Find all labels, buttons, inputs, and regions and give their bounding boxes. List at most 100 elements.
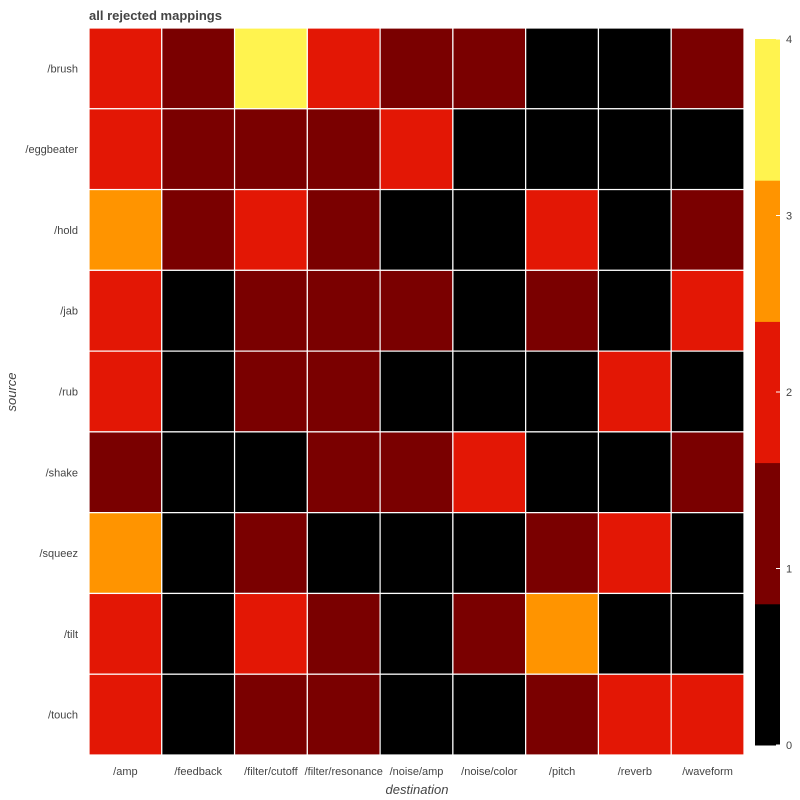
heatmap-cell <box>670 350 745 433</box>
heatmap-cell <box>452 269 527 352</box>
heatmap-cell <box>161 350 236 433</box>
heatmap-cell <box>452 350 527 433</box>
x-tick-label: /amp <box>113 766 137 778</box>
heatmap-cell <box>88 592 163 675</box>
heatmap-cell <box>670 673 745 756</box>
heatmap-cell <box>597 108 672 191</box>
heatmap-cell <box>525 188 600 271</box>
x-tick-label: /noise/amp <box>390 766 444 778</box>
heatmap-cell <box>597 188 672 271</box>
heatmap-cell <box>161 673 236 756</box>
heatmap-cell <box>161 108 236 191</box>
colorbar-tick-label: 2 <box>786 387 792 399</box>
heatmap-cell <box>379 431 454 514</box>
heatmap-cell <box>597 269 672 352</box>
heatmap-cell <box>233 269 308 352</box>
heatmap-cell <box>597 592 672 675</box>
heatmap-cell <box>161 512 236 595</box>
y-tick-label: /brush <box>47 63 78 75</box>
heatmap-cell <box>379 673 454 756</box>
heatmap-cell <box>670 108 745 191</box>
heatmap-cell <box>597 673 672 756</box>
heatmap-cell <box>306 673 381 756</box>
heatmap-cell <box>670 512 745 595</box>
y-tick-label: /touch <box>48 710 78 722</box>
heatmap-cell <box>379 27 454 110</box>
heatmap-cell <box>88 431 163 514</box>
x-tick-label: /waveform <box>682 766 733 778</box>
heatmap-cell <box>88 350 163 433</box>
y-tick-label: /jab <box>60 306 78 318</box>
heatmap-cell <box>306 431 381 514</box>
heatmap-cell <box>88 673 163 756</box>
x-tick-label: /reverb <box>618 766 652 778</box>
heatmap-cell <box>452 431 527 514</box>
heatmap-cell <box>379 592 454 675</box>
colorbar-tick-label: 3 <box>786 211 792 223</box>
colorbar-tick-label: 0 <box>786 740 792 752</box>
heatmap-cell <box>379 108 454 191</box>
heatmap-cell <box>379 188 454 271</box>
heatmap-cell <box>306 350 381 433</box>
x-axis-ticks: /amp/feedback/filter/cutoff/filter/reson… <box>113 766 733 778</box>
heatmap-cell <box>452 27 527 110</box>
heatmap-cell <box>306 592 381 675</box>
heatmap-cell <box>233 188 308 271</box>
heatmap-cell <box>161 592 236 675</box>
y-tick-label: /squeez <box>39 548 78 560</box>
heatmap-cell <box>233 512 308 595</box>
heatmap-cell <box>233 27 308 110</box>
colorbar-band <box>755 603 780 746</box>
heatmap-cell <box>306 512 381 595</box>
heatmap-cell <box>597 350 672 433</box>
heatmap-cell <box>525 108 600 191</box>
heatmap-cell <box>233 431 308 514</box>
y-tick-label: /tilt <box>64 629 78 641</box>
y-axis-ticks: /brush/eggbeater/hold/jab/rub/shake/sque… <box>25 63 78 721</box>
heatmap-cell <box>525 512 600 595</box>
y-tick-label: /hold <box>54 225 78 237</box>
heatmap-cell <box>233 592 308 675</box>
x-axis-title: destination <box>386 782 449 797</box>
heatmap-cell <box>525 592 600 675</box>
heatmap-cell <box>161 27 236 110</box>
heatmap-cell <box>88 269 163 352</box>
heatmap-cell <box>452 512 527 595</box>
heatmap-cell <box>161 269 236 352</box>
heatmap-cell <box>88 108 163 191</box>
heatmap-cell <box>525 27 600 110</box>
heatmap-cell <box>379 269 454 352</box>
x-tick-label: /filter/resonance <box>305 766 383 778</box>
colorbar-band <box>755 462 780 605</box>
chart-title: all rejected mappings <box>89 8 222 23</box>
heatmap-cell <box>88 512 163 595</box>
colorbar-band <box>755 321 780 464</box>
heatmap-cell <box>452 673 527 756</box>
heatmap-cells <box>88 27 745 756</box>
heatmap-cell <box>670 431 745 514</box>
heatmap-cell <box>452 188 527 271</box>
heatmap-cell <box>525 673 600 756</box>
y-tick-label: /eggbeater <box>25 144 78 156</box>
heatmap-cell <box>670 592 745 675</box>
x-tick-label: /noise/color <box>461 766 518 778</box>
y-axis-title: source <box>4 372 19 411</box>
heatmap-cell <box>597 431 672 514</box>
heatmap-cell <box>597 27 672 110</box>
heatmap-cell <box>306 108 381 191</box>
heatmap-cell <box>233 350 308 433</box>
colorbar-band <box>755 180 780 322</box>
y-tick-label: /rub <box>59 387 78 399</box>
heatmap-cell <box>306 27 381 110</box>
heatmap-cell <box>379 350 454 433</box>
heatmap-cell <box>379 512 454 595</box>
colorbar-tick-label: 1 <box>786 564 792 576</box>
heatmap-cell <box>525 269 600 352</box>
colorbar-band <box>755 39 780 181</box>
heatmap-cell <box>597 512 672 595</box>
colorbar-tick-label: 4 <box>786 34 792 46</box>
heatmap-cell <box>233 108 308 191</box>
heatmap-cell <box>306 269 381 352</box>
heatmap-cell <box>306 188 381 271</box>
